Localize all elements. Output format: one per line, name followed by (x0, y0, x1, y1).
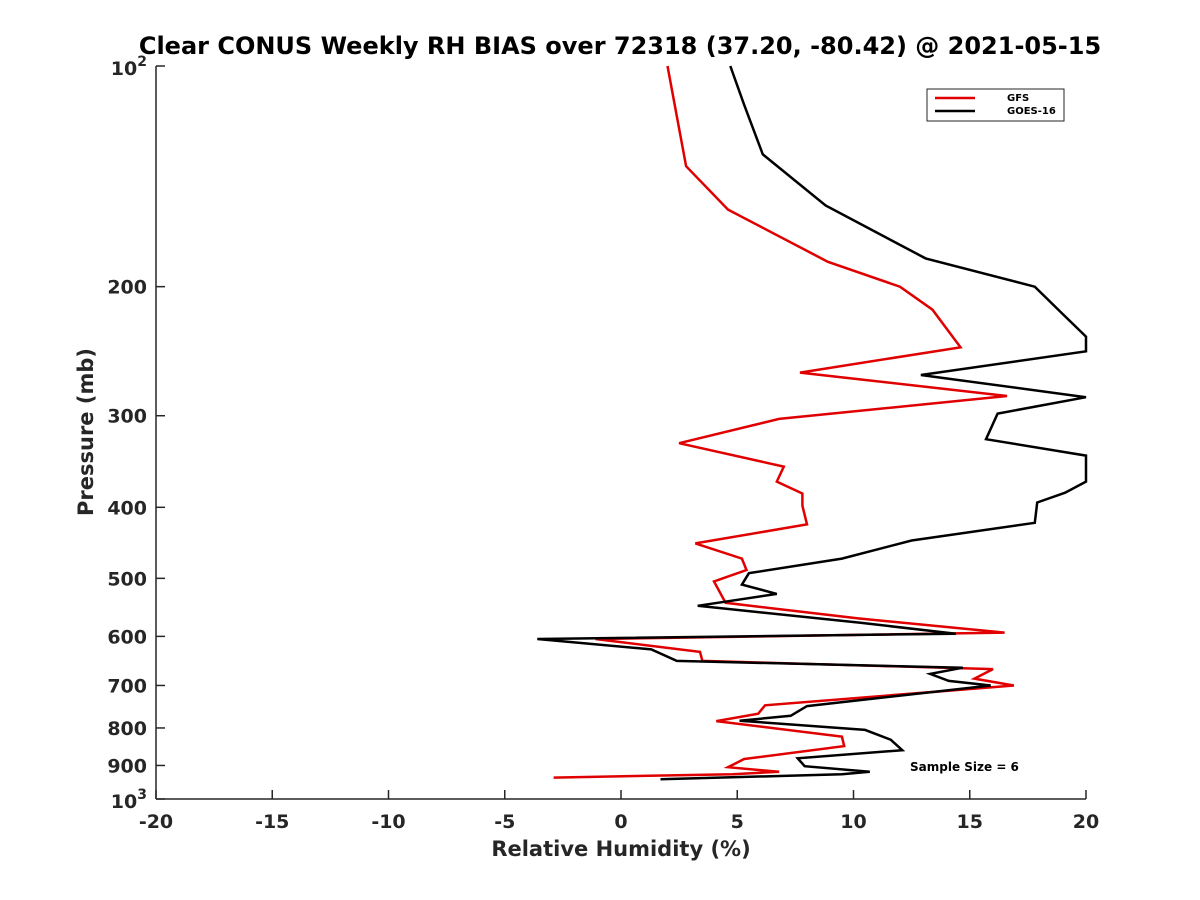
x-axis-label: Relative Humidity (%) (491, 837, 750, 861)
y-tick-base: 400 (107, 497, 147, 519)
legend: GFS GOES-16 (926, 88, 1065, 122)
x-tick-label: -20 (139, 811, 173, 833)
y-tick-exponent: 2 (137, 54, 147, 70)
y-tick-base: 300 (107, 406, 147, 428)
y-tick-base: 600 (107, 626, 147, 648)
y-tick-base: 900 (107, 755, 147, 777)
series-line-gfs (553, 65, 1015, 779)
plot-area: -20 -15 -10 -5 0 5 10 15 20 10220030040050060070… (107, 54, 1099, 833)
y-tick-exponent: 3 (137, 787, 147, 803)
y-tick-base: 10 (111, 791, 137, 813)
x-tick-label: -5 (494, 811, 515, 833)
y-tick-label: 103 (111, 787, 147, 813)
chart-title: Clear CONUS Weekly RH BIAS over 72318 (3… (139, 32, 1101, 60)
legend-label-gfs: GFS (1007, 93, 1029, 104)
y-tick-base: 500 (107, 568, 147, 590)
y-tick-label: 102 (111, 54, 147, 80)
series-line-goes16 (537, 65, 1088, 781)
axes (155, 66, 1086, 800)
sample-size-annotation: Sample Size = 6 (910, 760, 1019, 774)
x-tick-label: 0 (614, 811, 627, 833)
y-tick-base: 200 (107, 277, 147, 299)
legend-box (926, 88, 1065, 122)
x-tick-label: 10 (840, 811, 866, 833)
y-tick-label: 500 (107, 568, 147, 590)
y-tick-label: 300 (107, 406, 147, 428)
y-tick-base: 800 (107, 718, 147, 740)
y-tick-label: 600 (107, 626, 147, 648)
y-tick-label: 400 (107, 497, 147, 519)
x-tick-label: 5 (731, 811, 744, 833)
x-tick-label: 15 (957, 811, 983, 833)
x-ticks: -20 -15 -10 -5 0 5 10 15 20 (139, 790, 1099, 833)
legend-label-goes16: GOES-16 (1007, 106, 1056, 117)
y-tick-base: 700 (107, 675, 147, 697)
y-axis-label: Pressure (mb) (74, 348, 98, 516)
y-tick-label: 700 (107, 675, 147, 697)
x-tick-label: 20 (1073, 811, 1099, 833)
y-tick-label: 800 (107, 718, 147, 740)
y-tick-label: 200 (107, 277, 147, 299)
x-tick-label: -10 (371, 811, 405, 833)
y-tick-base: 10 (111, 58, 137, 80)
x-tick-label: -15 (255, 811, 289, 833)
y-tick-label: 900 (107, 755, 147, 777)
series-layer (537, 65, 1088, 781)
